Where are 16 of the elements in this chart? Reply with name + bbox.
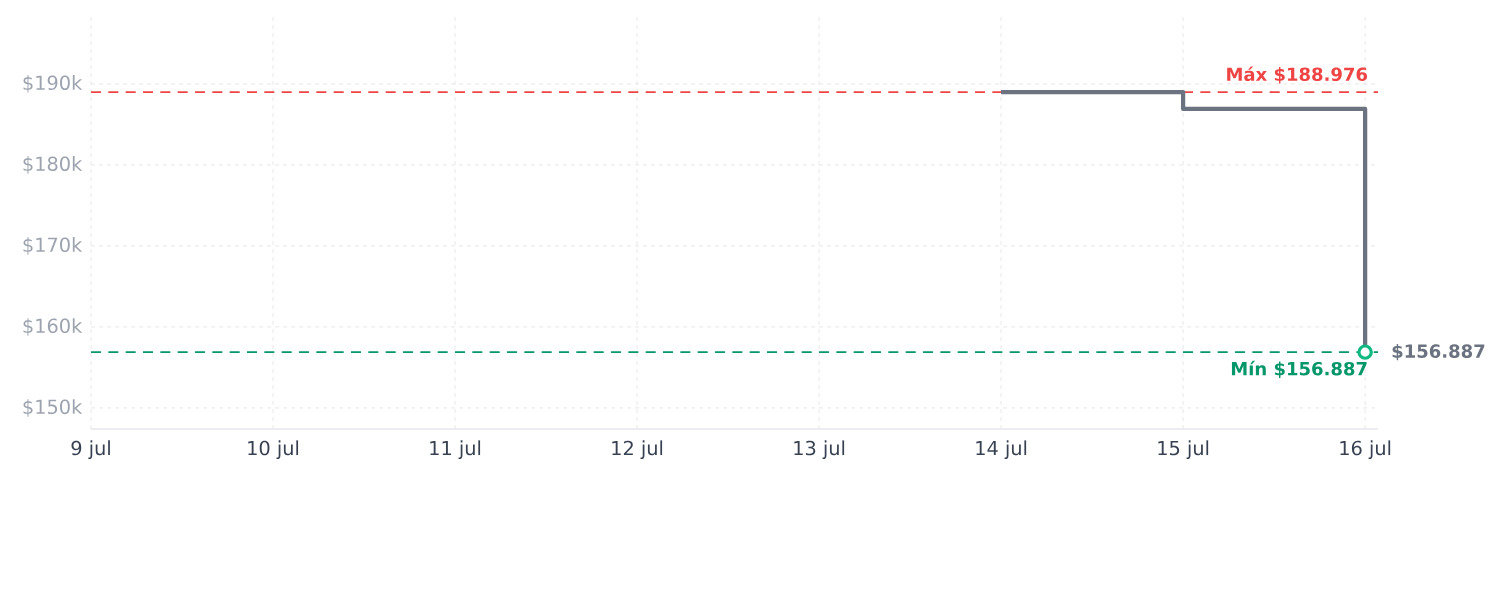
y-tick-label: $190k [23, 75, 83, 93]
x-tick-label: 9 jul [71, 440, 110, 460]
x-tick-label: 11 jul [430, 440, 481, 460]
x-tick-label: 15 jul [1158, 440, 1209, 460]
x-tick-label: 12 jul [612, 440, 663, 460]
y-tick-label: $150k [23, 399, 83, 417]
y-tick-label: $180k [23, 156, 83, 174]
x-tick-label: 13 jul [794, 440, 845, 460]
x-tick-label: 10 jul [248, 440, 299, 460]
y-tick-label: $170k [23, 237, 83, 255]
data-label: $156.887 [1392, 343, 1485, 361]
x-tick-label: 14 jul [976, 440, 1027, 460]
ref-line-label: Mín $156.887 [1231, 360, 1367, 378]
x-tick-label: 16 jul [1340, 440, 1391, 460]
y-tick-label: $160k [23, 318, 83, 336]
ref-line-label: Máx $188.976 [1227, 66, 1368, 84]
